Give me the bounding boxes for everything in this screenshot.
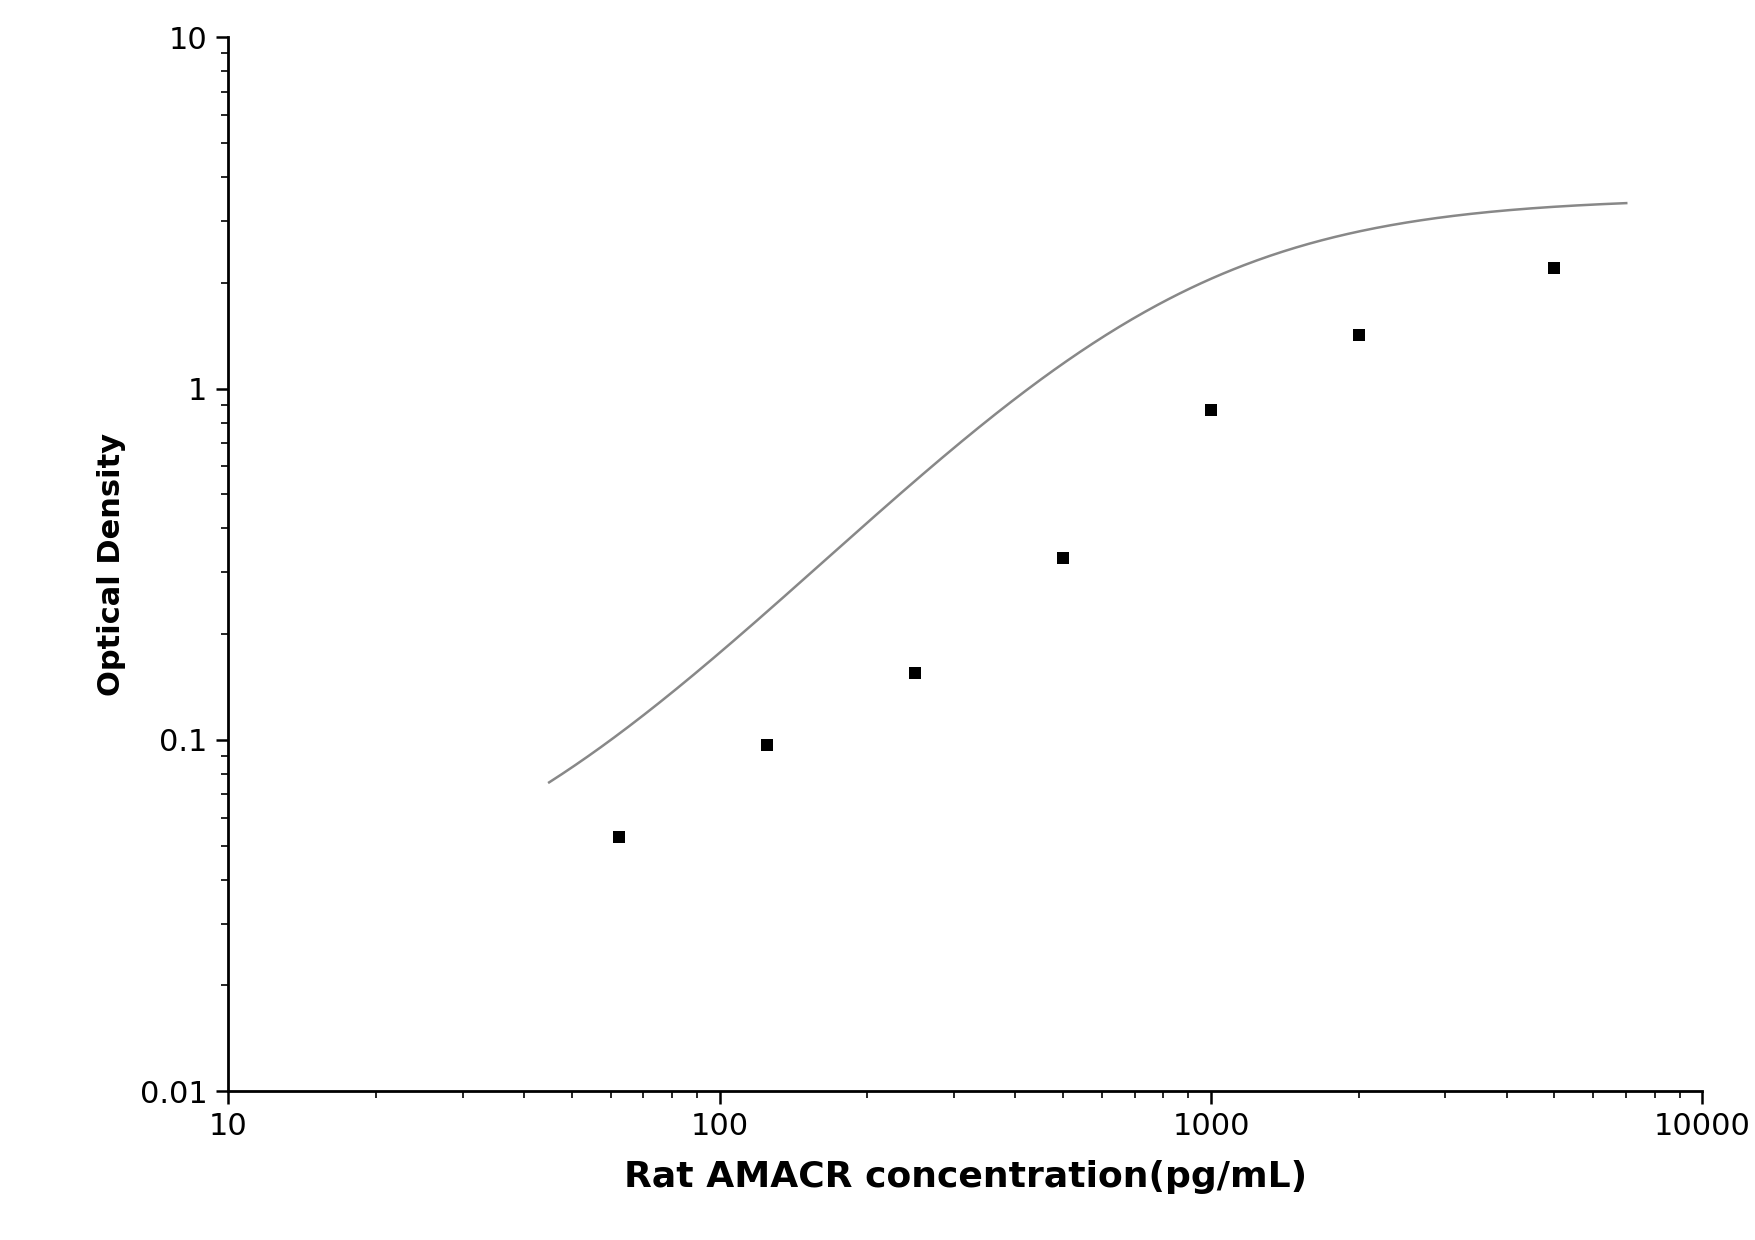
Point	[900, 663, 928, 683]
Point	[605, 827, 634, 847]
X-axis label: Rat AMACR concentration(pg/mL): Rat AMACR concentration(pg/mL)	[623, 1161, 1307, 1194]
Point	[1541, 258, 1569, 278]
Point	[753, 734, 781, 754]
Point	[1049, 548, 1078, 568]
Point	[1344, 325, 1372, 345]
Y-axis label: Optical Density: Optical Density	[97, 433, 126, 696]
Point	[1197, 399, 1225, 419]
